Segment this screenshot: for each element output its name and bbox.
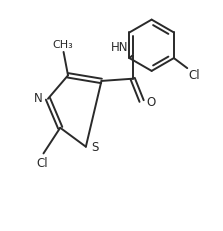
Text: N: N	[34, 92, 43, 105]
Text: Cl: Cl	[37, 157, 48, 170]
Text: S: S	[91, 141, 99, 154]
Text: Cl: Cl	[188, 69, 200, 82]
Text: HN: HN	[111, 40, 129, 54]
Text: CH₃: CH₃	[52, 40, 73, 50]
Text: O: O	[146, 96, 155, 109]
